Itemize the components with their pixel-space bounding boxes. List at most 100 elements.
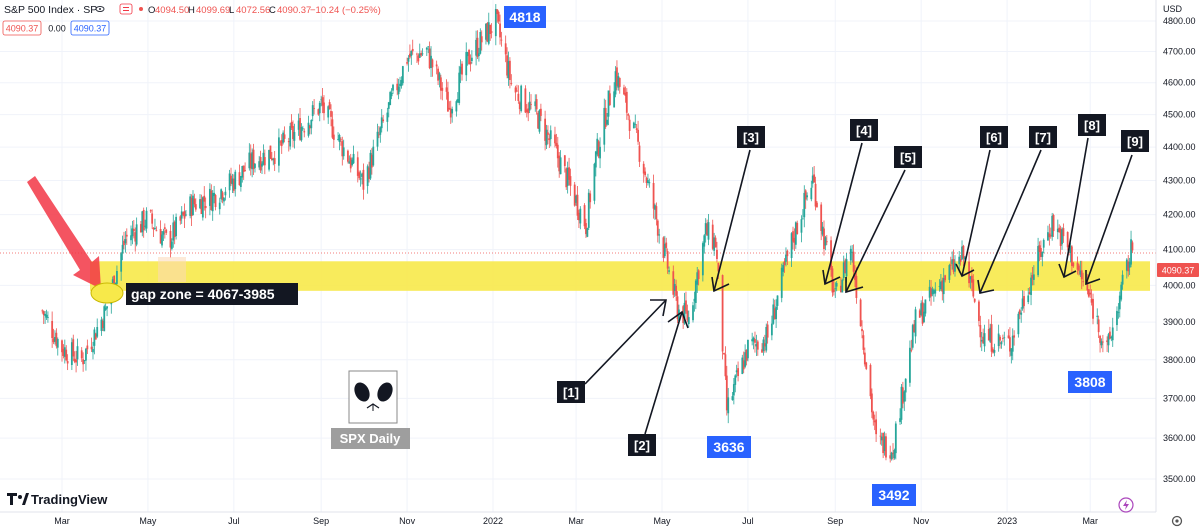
candle-body	[142, 209, 145, 231]
symbol-title[interactable]: S&P 500 Index · SP	[4, 4, 97, 16]
candle-body	[863, 352, 866, 365]
candle-body	[392, 84, 394, 91]
lightning-icon[interactable]	[1118, 497, 1134, 513]
compare-icon[interactable]	[119, 3, 133, 15]
candle-body	[928, 286, 931, 298]
candle-body	[627, 114, 630, 116]
sell-button[interactable]	[2, 20, 42, 36]
candle-body	[1047, 232, 1049, 241]
candle-body	[989, 327, 992, 342]
price-axis[interactable]: 4800.00 4700.00 4600.00 4500.00 4400.00 4300.…	[1163, 16, 1196, 484]
candle-body	[772, 304, 775, 324]
candle-body	[970, 275, 973, 283]
candle-body	[387, 102, 390, 109]
candle-body	[307, 122, 310, 136]
candle-body	[342, 147, 345, 157]
candle-body	[535, 99, 538, 110]
candle-body	[331, 119, 334, 138]
candle-body	[406, 62, 408, 64]
candle-body	[396, 83, 399, 91]
touch-arrow-line	[845, 169, 906, 293]
candle-body	[72, 339, 75, 357]
touch-labels: [1] [2] [3] [4] [5] [6] [7] [8] [9]	[557, 114, 1149, 456]
eye-icon[interactable]	[95, 6, 105, 12]
candle-body	[427, 46, 430, 48]
candle-body	[885, 436, 887, 458]
candle-body	[565, 168, 568, 188]
candle-body	[1020, 312, 1023, 315]
tradingview-logo[interactable]: TradingView	[7, 492, 108, 507]
candle-body	[1023, 296, 1025, 307]
time-axis[interactable]: Mar May Jul Sep Nov 2022 Mar May Jul Sep Nov 2023 Ma…	[54, 516, 1098, 526]
candle-body	[273, 158, 276, 164]
last-price-tag: 4090.37	[1157, 263, 1199, 277]
x-tick-label: Jul	[742, 516, 754, 526]
buy-button[interactable]	[70, 20, 110, 36]
candle-body	[86, 345, 89, 350]
candle-body	[116, 270, 118, 284]
candle-body	[534, 101, 537, 107]
candle-body	[628, 119, 631, 131]
candle-body	[211, 192, 214, 212]
candle-body	[476, 37, 479, 57]
settings-icon[interactable]	[1171, 515, 1183, 527]
candle-body	[554, 134, 556, 144]
candle-body	[656, 220, 659, 236]
candle-body	[579, 208, 582, 224]
peak-label: 4818	[504, 6, 546, 28]
candle-body	[435, 64, 438, 67]
candle-body	[663, 243, 666, 257]
candle-body	[293, 131, 296, 141]
candle-body	[930, 288, 932, 297]
candle-body	[332, 134, 335, 140]
ohlc-change-value: −10.24 (−0.25%)	[310, 5, 381, 16]
candle-body	[793, 237, 796, 243]
candle-body	[447, 91, 449, 112]
candle-body	[510, 83, 513, 84]
candle-body	[179, 216, 182, 221]
candle-body	[410, 50, 413, 56]
candle-body	[93, 329, 96, 346]
candle-body	[918, 310, 921, 318]
candle-body	[159, 228, 162, 244]
candle-body	[525, 109, 528, 113]
candle-body	[842, 262, 845, 278]
candle-body	[66, 361, 69, 364]
panda-logo	[348, 370, 398, 424]
candle-body	[1028, 292, 1031, 295]
candle-body	[810, 187, 813, 200]
candle-body	[268, 149, 270, 170]
candle-body	[238, 172, 241, 186]
candle-body	[675, 285, 678, 296]
candle-body	[849, 248, 852, 261]
candle-body	[56, 339, 59, 348]
candle-body	[328, 102, 331, 110]
candle-body	[82, 359, 85, 365]
candle-body	[130, 235, 132, 241]
candle-body	[1056, 228, 1059, 233]
candle-body	[203, 195, 206, 202]
candle-body	[1128, 261, 1131, 268]
candle-body	[899, 418, 901, 422]
candle-body	[940, 281, 942, 290]
candle-body	[1037, 246, 1039, 276]
candle-body	[668, 270, 670, 272]
low-3636-text: 3636	[713, 439, 744, 455]
candle-body	[596, 138, 599, 155]
candle-body	[55, 332, 58, 347]
candle-body	[1107, 334, 1110, 346]
candle-body	[556, 144, 559, 159]
candle-body	[478, 53, 480, 57]
candle-body	[566, 167, 569, 186]
x-tick-label: Nov	[913, 516, 930, 526]
candle-body	[992, 349, 994, 353]
candle-body	[480, 36, 483, 43]
candle-body	[161, 234, 163, 246]
candle-body	[865, 362, 868, 369]
candle-body	[824, 237, 827, 246]
candle-body	[317, 109, 320, 115]
candle-body	[776, 295, 779, 306]
candle-body	[289, 126, 292, 147]
red-arrow-annotation	[27, 176, 101, 289]
